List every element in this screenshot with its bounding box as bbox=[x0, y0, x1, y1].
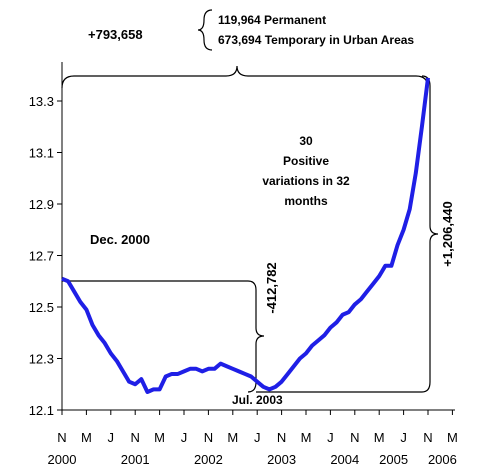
year-label: 2002 bbox=[194, 452, 223, 467]
x-tick-label: J bbox=[327, 430, 334, 445]
annotation: +1,206,440 bbox=[440, 201, 455, 266]
top-brace bbox=[61, 65, 429, 89]
annotation: variations in 32 bbox=[262, 174, 350, 188]
annotation: Jul. 2003 bbox=[232, 393, 283, 407]
x-tick-label: N bbox=[57, 430, 66, 445]
y-tick-label: 12.9 bbox=[29, 197, 54, 212]
year-label: 2004 bbox=[330, 452, 359, 467]
x-tick-label: M bbox=[154, 430, 165, 445]
rise-brace bbox=[421, 75, 439, 393]
y-tick-label: 12.7 bbox=[29, 249, 54, 264]
x-tick-label: M bbox=[374, 430, 385, 445]
x-tick-label: N bbox=[204, 430, 213, 445]
y-tick-label: 12.3 bbox=[29, 352, 54, 367]
x-tick-label: M bbox=[227, 430, 238, 445]
year-label: 2006 bbox=[428, 452, 457, 467]
x-tick-label: M bbox=[301, 430, 312, 445]
year-label: 2003 bbox=[267, 452, 296, 467]
annotation: 30 bbox=[299, 134, 313, 148]
annotation: months bbox=[284, 194, 328, 208]
year-label: 2001 bbox=[121, 452, 150, 467]
x-tick-label: N bbox=[277, 430, 286, 445]
annotation: 673,694 Temporary in Urban Areas bbox=[218, 33, 414, 47]
x-tick-label: J bbox=[400, 430, 407, 445]
y-tick-label: 12.1 bbox=[29, 403, 54, 418]
x-tick-label: M bbox=[447, 430, 458, 445]
y-tick-label: 12.5 bbox=[29, 300, 54, 315]
x-tick-label: J bbox=[254, 430, 261, 445]
x-tick-label: J bbox=[181, 430, 188, 445]
split-brace bbox=[197, 9, 213, 51]
x-tick-label: J bbox=[108, 430, 115, 445]
x-tick-label: N bbox=[350, 430, 359, 445]
x-tick-label: N bbox=[131, 430, 140, 445]
drop-brace bbox=[247, 280, 265, 393]
year-label: 2000 bbox=[48, 452, 77, 467]
annotation: Dec. 2000 bbox=[90, 232, 150, 247]
annotation: 119,964 Permanent bbox=[218, 13, 326, 27]
y-tick-label: 13.1 bbox=[29, 146, 54, 161]
x-tick-label: N bbox=[423, 430, 432, 445]
x-tick-label: M bbox=[81, 430, 92, 445]
annotation: +793,658 bbox=[88, 27, 143, 42]
annotations: +793,658 119,964 Permanent 673,694 Tempo… bbox=[88, 13, 455, 407]
y-tick-label: 13.3 bbox=[29, 94, 54, 109]
annotation: -412,782 bbox=[264, 262, 279, 313]
year-label: 2005 bbox=[379, 452, 408, 467]
line bbox=[61, 77, 430, 394]
annotation: Positive bbox=[283, 154, 329, 168]
